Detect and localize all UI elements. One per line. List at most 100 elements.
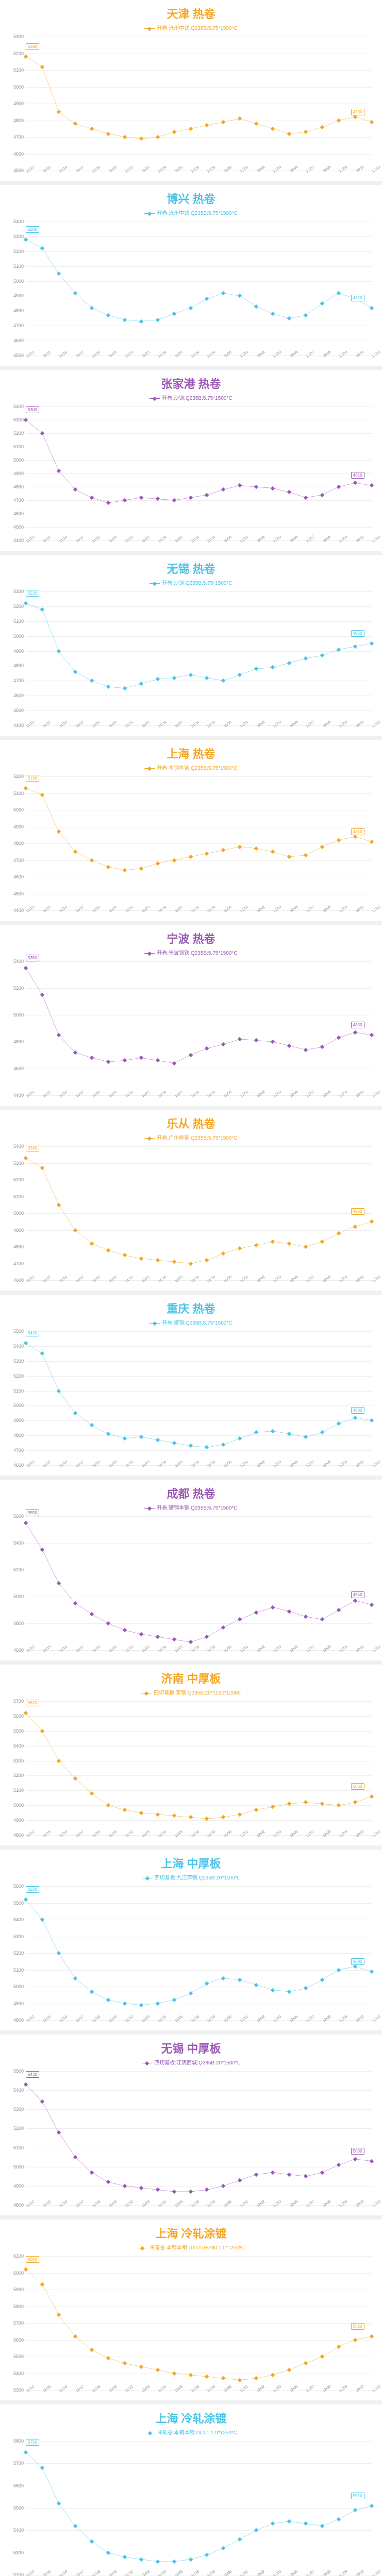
y-tick: 4800 <box>13 663 24 668</box>
y-tick: 5200 <box>13 604 24 609</box>
y-tick: 5000 <box>13 2164 24 2170</box>
y-tick: 5700 <box>13 1699 24 1704</box>
y-tick: 4500 <box>13 891 24 896</box>
y-tick: 4500 <box>13 353 24 358</box>
legend-marker-icon <box>144 1508 155 1509</box>
chart-legend: 开卷:沧州中铁:Q235B:5.75*1500*C <box>5 24 377 31</box>
y-tick: 4700 <box>13 678 24 683</box>
series-line <box>26 968 372 1063</box>
line-svg <box>26 1146 372 1280</box>
chart-title: 张家港 热卷 <box>5 375 377 392</box>
y-tick: 5000 <box>13 84 24 90</box>
chart-title: 无锡 中厚板 <box>5 2040 377 2056</box>
x-tick: 12/13 <box>372 165 381 174</box>
y-axis: 480049005000510052005300540055005600 <box>5 1886 25 2020</box>
chart-title: 成都 热卷 <box>5 1485 377 1501</box>
legend-marker-icon <box>142 2063 152 2064</box>
callout-label: 4850 <box>351 1022 364 1028</box>
chart-title: 博兴 热卷 <box>5 190 377 207</box>
callout-label: 5330 <box>26 1145 39 1151</box>
series-line <box>26 240 372 321</box>
callout-label: 5030 <box>351 2148 364 2155</box>
y-tick: 4500 <box>13 708 24 713</box>
series-line <box>26 1523 372 1642</box>
y-tick: 5300 <box>13 2387 24 2393</box>
legend-marker-icon <box>145 2433 155 2434</box>
callout-label: 6020 <box>26 2256 39 2263</box>
y-tick: 5100 <box>13 1968 24 1973</box>
chart-box: 张家港 热卷开卷:沙钢:Q235B:5.75*1500*C44004500460… <box>0 370 382 551</box>
legend-label: 开卷:沙钢:Q235B:5.75*1500*C <box>162 581 232 586</box>
y-tick: 4900 <box>13 471 24 476</box>
y-tick: 5000 <box>13 1803 24 1808</box>
legend-label: 四切普板:九江萍钢:Q235B:20*1100*L <box>155 1875 240 1881</box>
y-axis: 4400450046004700480049005000510052005300… <box>5 406 25 540</box>
chart-box: 济南 中厚板四切普板:莱钢:Q235B:20*1230*120004800490… <box>0 1665 382 1845</box>
x-axis: 11/1211/1511/1611/1711/1811/1911/2211/23… <box>26 1650 372 1659</box>
y-tick: 5800 <box>13 2438 24 2444</box>
callout-label: 5090 <box>351 1958 364 1965</box>
line-svg <box>26 1701 372 1835</box>
x-axis: 11/1211/1511/1611/1711/1811/1911/2211/23… <box>26 725 372 735</box>
legend-marker-icon <box>144 213 155 214</box>
callout-label: 4950 <box>351 1208 364 1215</box>
series-line <box>26 2084 372 2192</box>
y-tick: 6100 <box>13 2253 24 2259</box>
y-tick: 5300 <box>13 2107 24 2112</box>
callout-label: 5180 <box>26 43 39 50</box>
y-axis: 48004900500051005200530054005500 <box>5 2071 25 2205</box>
plot-area: 46004800500052005400560011/1211/1511/161… <box>26 1516 372 1650</box>
chart-box: 博兴 热卷开卷:沧州中铁:Q235B:5.75*1500*C4500460047… <box>0 185 382 366</box>
legend-label: 开卷:宁波钢铁:Q235B:5.75*1500*C <box>157 951 237 956</box>
legend-marker-icon <box>144 28 155 29</box>
series-line <box>26 2269 372 2380</box>
y-axis: 440045004600470048004900500051005200 <box>5 776 25 910</box>
y-tick: 4800 <box>13 2202 24 2208</box>
x-tick: 12/13 <box>372 1830 381 1838</box>
y-tick: 5200 <box>13 431 24 436</box>
plot-area: 46004700480049005000510052005300540011/1… <box>26 1146 372 1280</box>
y-tick: 5300 <box>13 417 24 422</box>
plot-area: 4500460047004800490050005100520053005400… <box>26 222 372 355</box>
y-tick: 5200 <box>13 1951 24 1956</box>
plot-area: 4800490050005100520053005400550011/1211/… <box>26 2071 372 2205</box>
legend-marker-icon <box>142 1878 153 1879</box>
line-svg <box>26 2256 372 2390</box>
y-tick: 4800 <box>13 308 24 313</box>
x-tick: 12/13 <box>372 2015 381 2023</box>
y-tick: 4600 <box>13 874 24 879</box>
y-tick: 5000 <box>13 1211 24 1216</box>
legend-label: 四切普板:江阴西城:Q235B:20*1500*L <box>154 2060 240 2066</box>
x-axis: 11/1211/1511/1611/1711/1811/1911/2211/23… <box>26 910 372 920</box>
chart-legend: 开卷:攀钢:Q235B:5.75*1500*C <box>5 1318 377 1326</box>
y-tick: 4800 <box>13 1039 24 1044</box>
y-tick: 5200 <box>13 986 24 991</box>
chart-title: 天津 热卷 <box>5 5 377 22</box>
y-tick: 4800 <box>13 484 24 489</box>
series-line <box>26 788 372 870</box>
y-axis: 460047004800490050005100520053005400 <box>5 1146 25 1280</box>
legend-label: 开卷:广州柳钢:Q235B:5.75*1500*C <box>157 1136 237 1141</box>
line-svg <box>26 406 372 540</box>
legend-marker-icon <box>144 768 155 769</box>
y-tick: 5300 <box>13 1359 24 1364</box>
y-tick: 5200 <box>13 249 24 254</box>
chart-title: 上海 中厚板 <box>5 1855 377 1871</box>
y-tick: 5600 <box>13 2337 24 2343</box>
legend-marker-icon <box>150 583 160 584</box>
y-tick: 5400 <box>13 1540 24 1546</box>
y-tick: 4900 <box>13 649 24 654</box>
chart-legend: 开卷:沙钢:Q235B:5.75*1500*C <box>5 579 377 586</box>
y-tick: 5100 <box>13 1194 24 1199</box>
callout-label: 5750 <box>26 2439 39 2446</box>
y-tick: 6000 <box>13 2270 24 2276</box>
chart-legend: 开卷:沙钢:Q235B:5.75*1500*C <box>5 394 377 401</box>
y-tick: 5100 <box>13 1388 24 1394</box>
y-tick: 4700 <box>13 1261 24 1266</box>
y-tick: 4600 <box>13 151 24 157</box>
series-line <box>26 420 372 503</box>
y-tick: 4400 <box>13 908 24 913</box>
y-tick: 5400 <box>13 1743 24 1749</box>
y-tick: 4900 <box>13 1818 24 1823</box>
y-tick: 4600 <box>13 511 24 516</box>
